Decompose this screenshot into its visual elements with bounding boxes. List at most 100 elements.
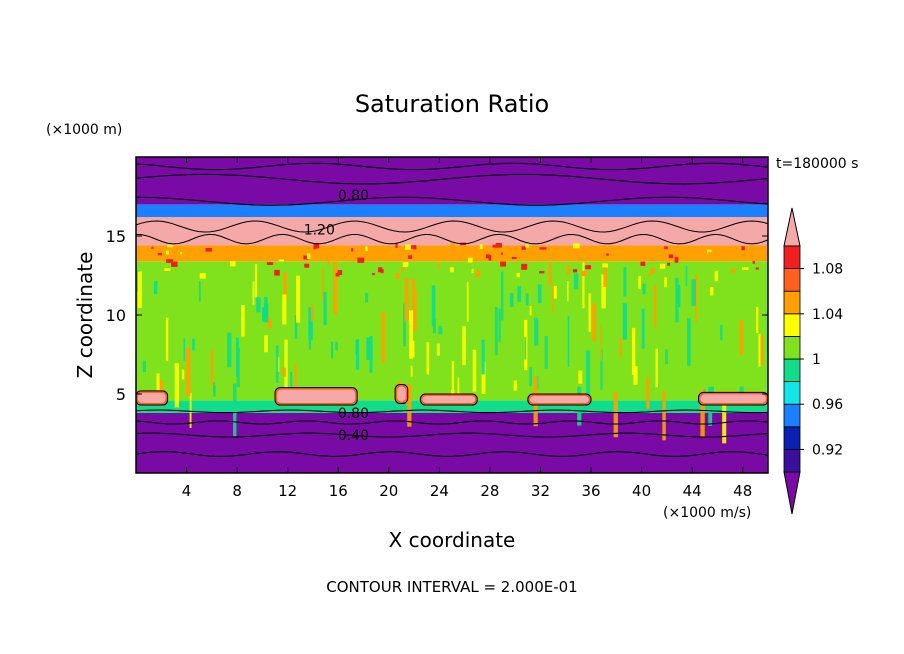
streak xyxy=(714,270,719,282)
speckle xyxy=(500,252,503,255)
streak xyxy=(284,339,288,388)
speckle xyxy=(303,255,309,260)
speckle xyxy=(199,273,206,279)
streak xyxy=(513,380,517,391)
streak xyxy=(296,275,301,323)
streak xyxy=(412,279,416,331)
speckle xyxy=(166,259,173,263)
colorbar-tick-label: 1.08 xyxy=(812,262,843,278)
streak xyxy=(586,350,591,398)
streak xyxy=(137,271,143,309)
y-unit-label: (×1000 m) xyxy=(46,122,122,138)
speckle xyxy=(479,244,483,250)
speckle xyxy=(520,255,526,259)
streak xyxy=(263,303,269,323)
streak xyxy=(210,349,214,386)
speckle xyxy=(151,246,154,249)
speckle xyxy=(450,243,455,247)
streak xyxy=(567,315,570,367)
colorbar-under-triangle xyxy=(783,471,801,515)
streak xyxy=(622,303,628,340)
streak xyxy=(573,273,579,290)
speckle xyxy=(157,252,163,256)
streak xyxy=(436,343,440,356)
streak xyxy=(174,363,179,408)
streak xyxy=(407,383,412,427)
colorbar-tick-label: 1 xyxy=(812,352,821,368)
streak xyxy=(236,337,239,378)
speckle xyxy=(278,259,284,262)
colorbar-segment xyxy=(783,245,801,270)
streak xyxy=(457,377,460,396)
streak xyxy=(593,302,596,341)
contour-label: 0.80 xyxy=(338,188,369,204)
streak xyxy=(577,386,582,426)
x-axis-label: X coordinate xyxy=(389,528,516,552)
streak xyxy=(466,281,469,322)
speckle xyxy=(500,261,507,267)
streak xyxy=(708,386,713,426)
speckle xyxy=(378,267,383,273)
streak xyxy=(613,392,618,438)
streak xyxy=(365,293,369,303)
streak xyxy=(552,285,557,299)
speckle xyxy=(405,244,412,250)
speckle xyxy=(395,272,400,279)
streak xyxy=(758,333,761,367)
streak xyxy=(404,277,409,322)
speckle xyxy=(668,254,674,259)
streak xyxy=(664,277,667,288)
field-layer xyxy=(136,157,768,205)
x-tick-label: 44 xyxy=(683,482,702,500)
streak xyxy=(189,392,192,428)
speckle xyxy=(511,257,517,260)
field-layer xyxy=(136,204,768,218)
streak xyxy=(355,340,358,355)
streak xyxy=(153,281,158,295)
streak xyxy=(183,338,186,361)
speckle xyxy=(647,273,651,276)
speckle xyxy=(180,251,183,255)
contour-line xyxy=(136,173,768,185)
speckle xyxy=(372,272,375,276)
speckle xyxy=(742,267,749,271)
streak xyxy=(165,317,169,361)
speckle xyxy=(408,255,413,259)
x-tick-label: 12 xyxy=(278,482,297,500)
streak xyxy=(494,306,498,356)
patch-core xyxy=(700,394,766,404)
streak xyxy=(156,373,160,405)
speckle xyxy=(516,272,520,278)
streak xyxy=(641,308,645,349)
streak xyxy=(462,326,466,366)
field-layer xyxy=(136,245,768,262)
speckle xyxy=(752,260,755,264)
time-label: t=180000 s xyxy=(776,156,858,172)
streak xyxy=(233,383,237,437)
speckle xyxy=(674,256,679,263)
streak xyxy=(240,305,245,337)
colorbar-tick-label: 1.04 xyxy=(812,307,843,323)
speckle xyxy=(230,261,236,267)
speckle xyxy=(485,254,490,259)
speckle xyxy=(164,268,171,271)
speckle xyxy=(266,262,274,265)
streak xyxy=(662,391,666,441)
speckle xyxy=(667,262,671,266)
streak xyxy=(646,377,650,409)
streak xyxy=(552,284,554,314)
streak xyxy=(262,308,264,322)
streak xyxy=(403,303,406,347)
streak xyxy=(192,338,195,351)
colorbar-segment xyxy=(783,268,801,292)
streak xyxy=(582,262,585,309)
speckle xyxy=(337,269,343,276)
streak xyxy=(655,348,658,388)
streak xyxy=(578,370,583,384)
speckle xyxy=(449,267,454,273)
streak xyxy=(619,337,623,357)
speckle xyxy=(365,246,368,252)
streak xyxy=(308,307,313,341)
y-tick-label: 15 xyxy=(106,227,126,246)
